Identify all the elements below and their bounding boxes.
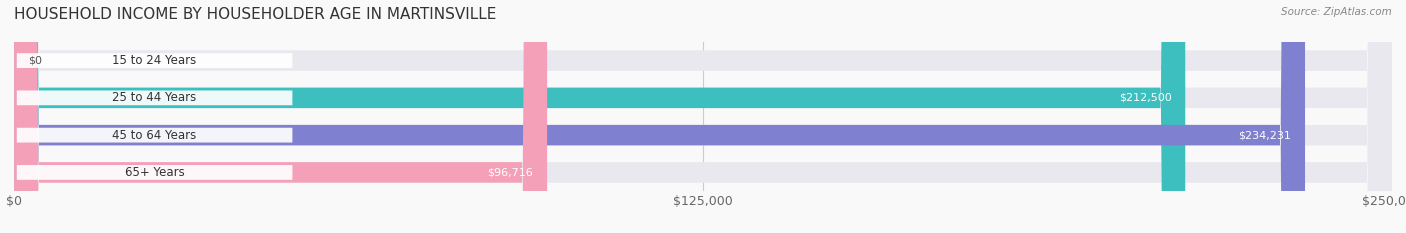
Text: 45 to 64 Years: 45 to 64 Years [112, 129, 197, 142]
Text: 65+ Years: 65+ Years [125, 166, 184, 179]
Text: Source: ZipAtlas.com: Source: ZipAtlas.com [1281, 7, 1392, 17]
Text: HOUSEHOLD INCOME BY HOUSEHOLDER AGE IN MARTINSVILLE: HOUSEHOLD INCOME BY HOUSEHOLDER AGE IN M… [14, 7, 496, 22]
FancyBboxPatch shape [14, 0, 1392, 233]
FancyBboxPatch shape [14, 0, 1305, 233]
FancyBboxPatch shape [17, 90, 292, 105]
Text: 15 to 24 Years: 15 to 24 Years [112, 54, 197, 67]
Text: $0: $0 [28, 56, 42, 65]
Text: $212,500: $212,500 [1119, 93, 1171, 103]
FancyBboxPatch shape [14, 0, 547, 233]
FancyBboxPatch shape [14, 0, 1392, 233]
FancyBboxPatch shape [17, 165, 292, 180]
Text: $96,716: $96,716 [488, 168, 533, 177]
FancyBboxPatch shape [14, 0, 1185, 233]
FancyBboxPatch shape [14, 0, 1392, 233]
Text: 25 to 44 Years: 25 to 44 Years [112, 91, 197, 104]
FancyBboxPatch shape [17, 128, 292, 143]
FancyBboxPatch shape [17, 53, 292, 68]
Text: $234,231: $234,231 [1239, 130, 1291, 140]
FancyBboxPatch shape [14, 0, 1392, 233]
